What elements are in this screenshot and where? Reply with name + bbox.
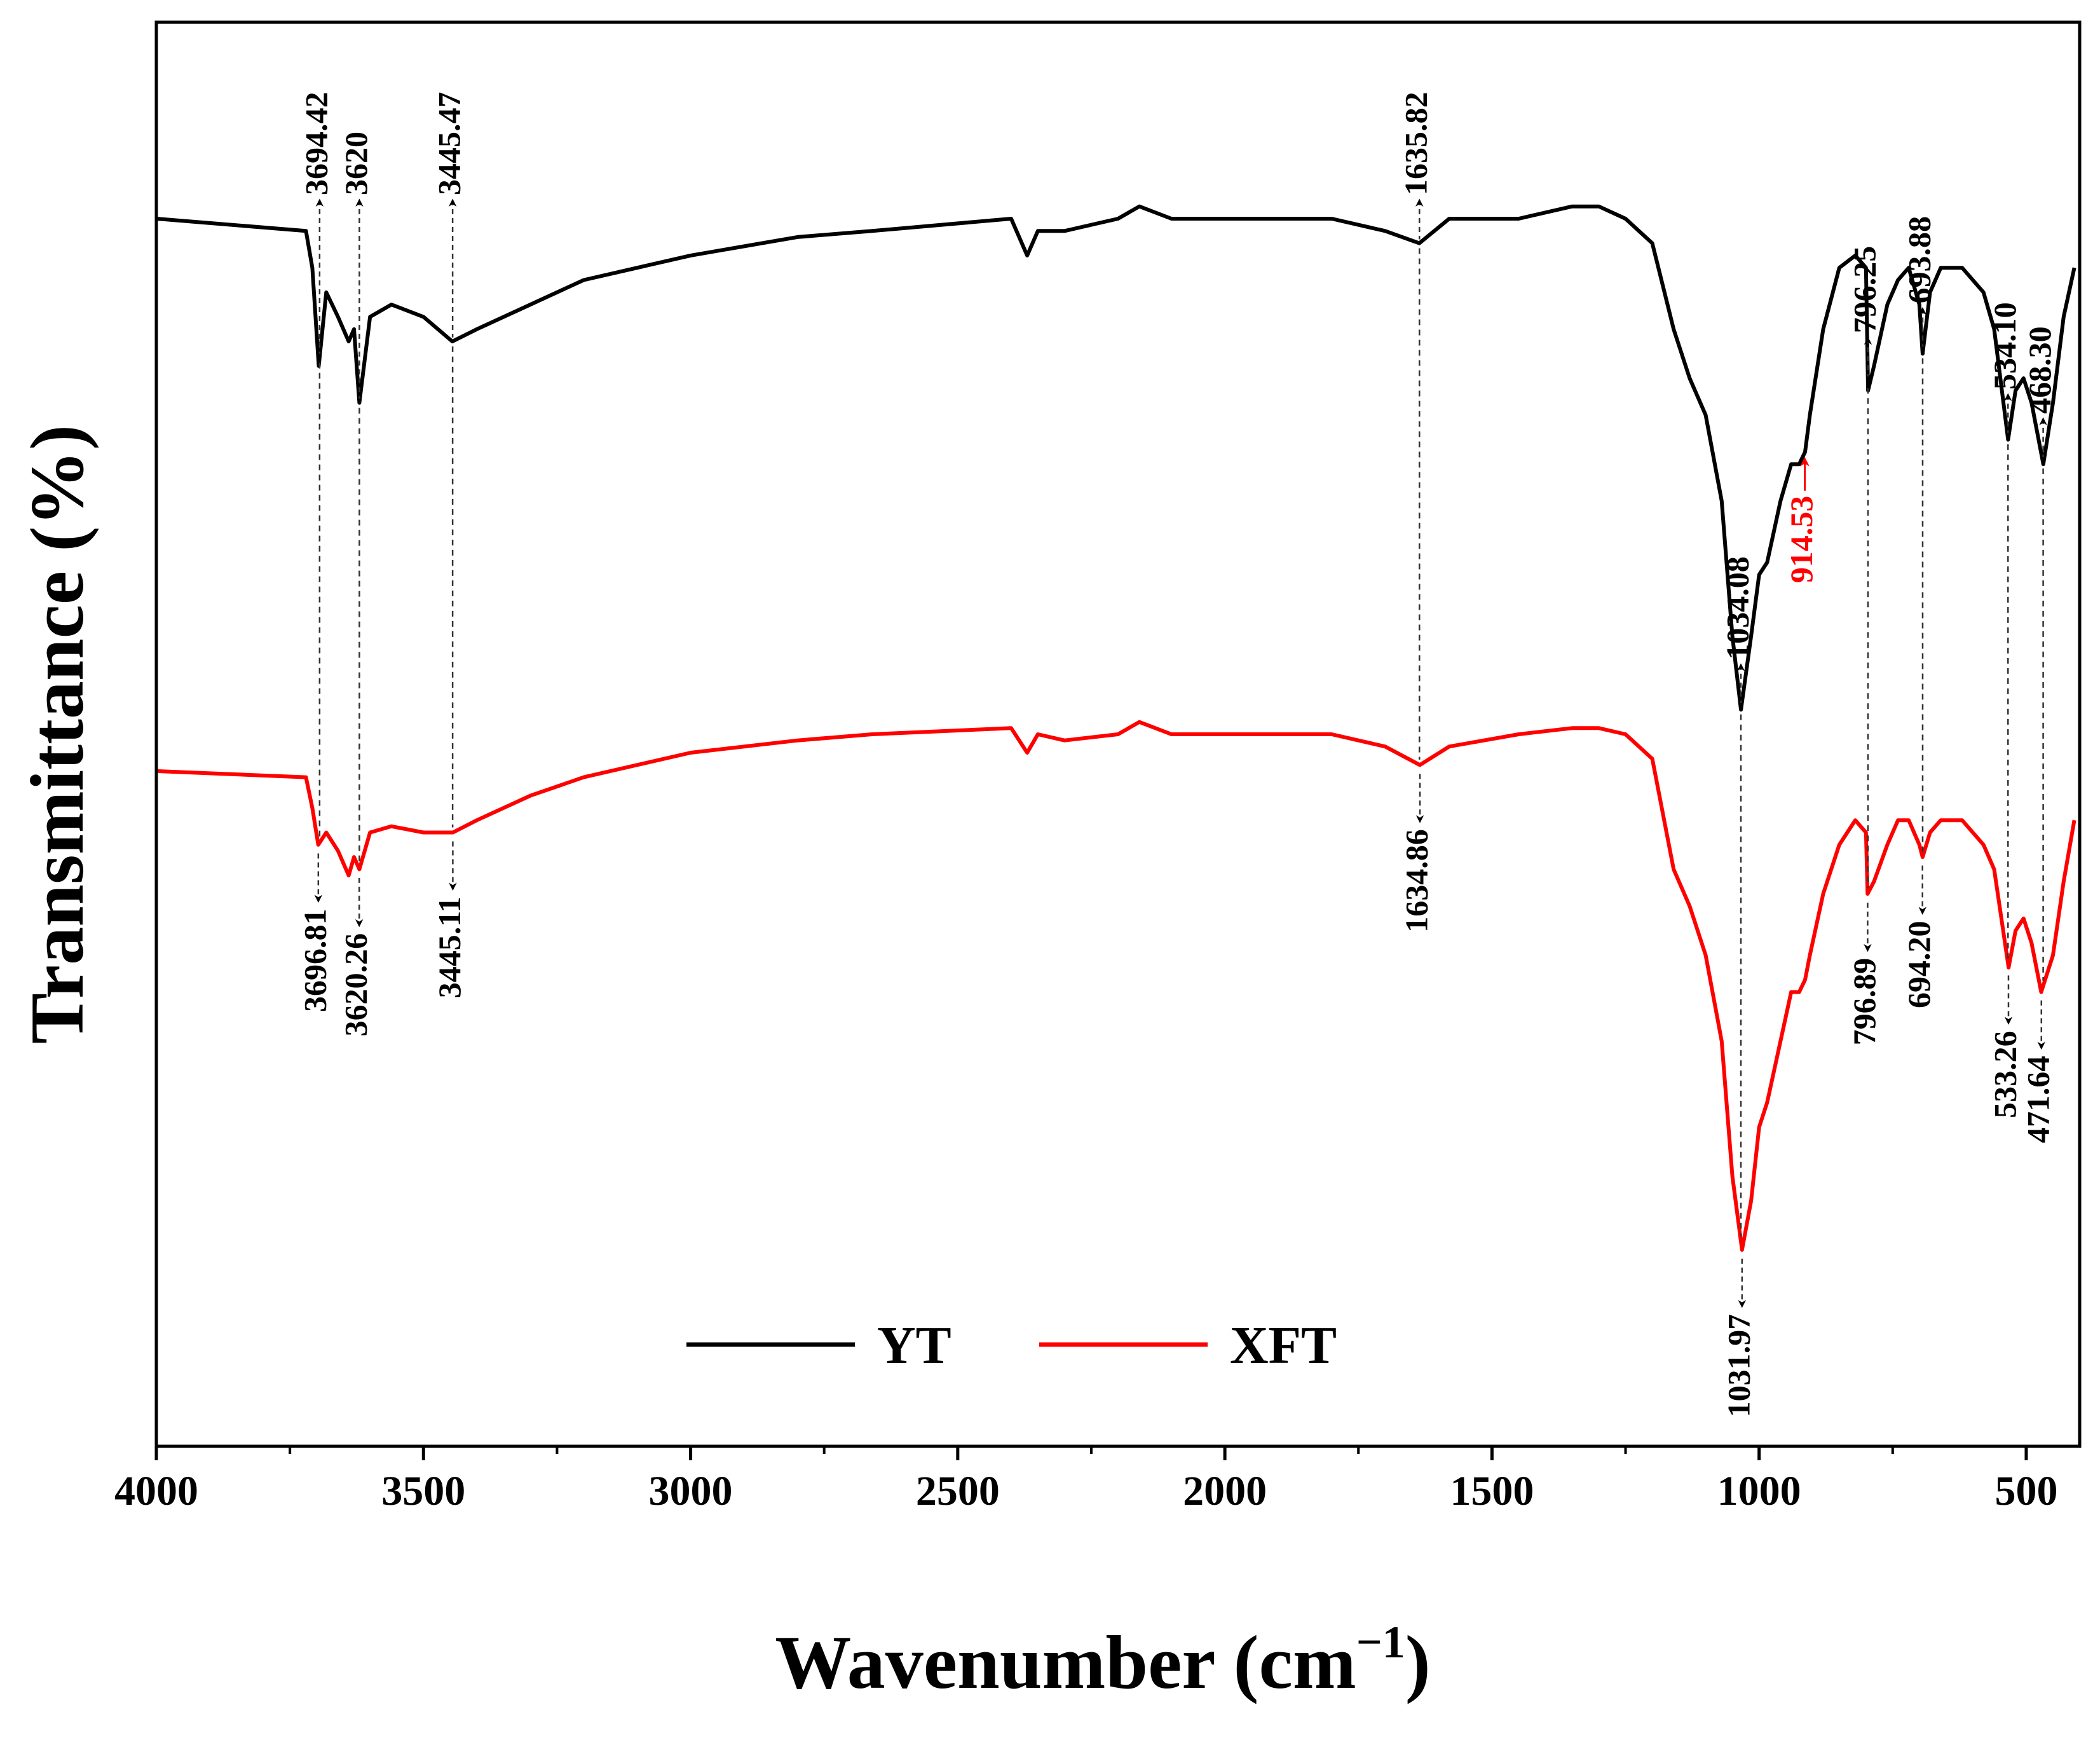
peak-label-2: 3445.47 xyxy=(432,92,467,196)
peak-label-14: 1031.97 xyxy=(1721,1314,1756,1418)
x-axis-title-superscript: −1 xyxy=(1356,1617,1405,1668)
axes: 4000 3500 3000 2500 2000 1500 1000 500 Wavenumbe… xyxy=(15,20,2082,1704)
legend-label-yt: YT xyxy=(877,1316,951,1375)
x-tick-label: 2000 xyxy=(1183,1468,1267,1514)
peak-label-16: 694.20 xyxy=(1901,921,1937,1008)
legend-label-xft: XFT xyxy=(1230,1316,1337,1375)
x-axis-title-main: Wavenumber (cm xyxy=(775,1620,1356,1704)
x-tick-label: 1000 xyxy=(1717,1468,1801,1514)
series-line-yt xyxy=(156,204,2076,712)
peak-label-12: 3445.11 xyxy=(432,896,467,998)
legend: YT XFT xyxy=(686,1316,1337,1375)
peak-annotations: 3694.42 3620 3445.47 1635.82 1034.08 914.53 79… xyxy=(297,92,2057,1418)
peak-label-17: 533.26 xyxy=(1987,1031,2022,1118)
peak-label-6: 796.25 xyxy=(1846,246,1882,334)
peak-label-9: 468.30 xyxy=(2022,326,2057,414)
peak-label-1: 3620 xyxy=(338,132,374,195)
peak-label-11: 3620.26 xyxy=(338,933,374,1037)
series-line-xft xyxy=(156,720,2076,1252)
peak-label-13: 1634.86 xyxy=(1399,829,1435,933)
y-axis-title: Transmittance (%) xyxy=(15,425,99,1044)
peak-label-10: 3696.81 xyxy=(297,909,332,1013)
peak-label-18: 471.64 xyxy=(2020,1056,2056,1144)
peak-label-8: 534.10 xyxy=(1987,302,2022,390)
x-tick-label: 2500 xyxy=(916,1468,1000,1514)
peak-label-15: 796.89 xyxy=(1846,958,1882,1046)
x-tick-label: 4000 xyxy=(114,1468,198,1514)
peak-label-3: 1635.82 xyxy=(1398,92,1434,196)
plot-frame xyxy=(154,20,2082,1448)
peak-label-0: 3694.42 xyxy=(298,92,334,196)
peak-label-5: 914.53 xyxy=(1783,496,1819,584)
spectrum-curves xyxy=(156,204,2076,1252)
x-axis-title-close: ) xyxy=(1405,1620,1431,1704)
x-tick-label: 1500 xyxy=(1450,1468,1534,1514)
peak-label-4: 1034.08 xyxy=(1719,556,1755,660)
x-axis-title: Wavenumber (cm−1) xyxy=(775,1617,1430,1704)
x-tick-label: 500 xyxy=(1994,1468,2057,1514)
x-tick-label: 3500 xyxy=(381,1468,465,1514)
x-tick-label: 3000 xyxy=(649,1468,733,1514)
peak-label-7: 693.88 xyxy=(1901,216,1937,304)
